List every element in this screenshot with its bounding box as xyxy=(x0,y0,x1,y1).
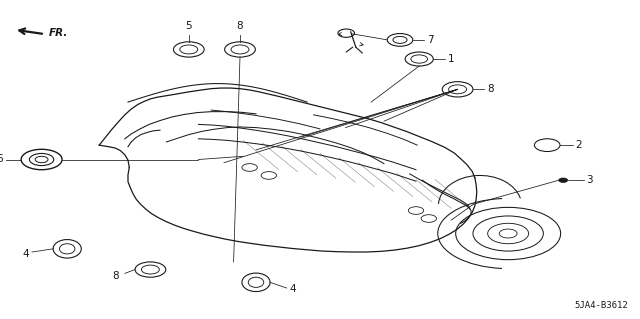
Text: FR.: FR. xyxy=(49,28,68,39)
Text: 3: 3 xyxy=(586,175,593,185)
Text: 1: 1 xyxy=(447,54,454,64)
Text: 8: 8 xyxy=(112,271,118,281)
Text: 5JA4-B3612: 5JA4-B3612 xyxy=(575,301,628,310)
Text: 5: 5 xyxy=(186,21,192,31)
Text: 4: 4 xyxy=(290,284,296,294)
Text: 6: 6 xyxy=(0,154,3,165)
Text: 7: 7 xyxy=(427,35,433,45)
Text: 8: 8 xyxy=(237,21,243,31)
Text: 2: 2 xyxy=(575,140,582,150)
Circle shape xyxy=(559,178,568,182)
Text: 4: 4 xyxy=(22,249,29,259)
Text: 8: 8 xyxy=(487,84,493,94)
